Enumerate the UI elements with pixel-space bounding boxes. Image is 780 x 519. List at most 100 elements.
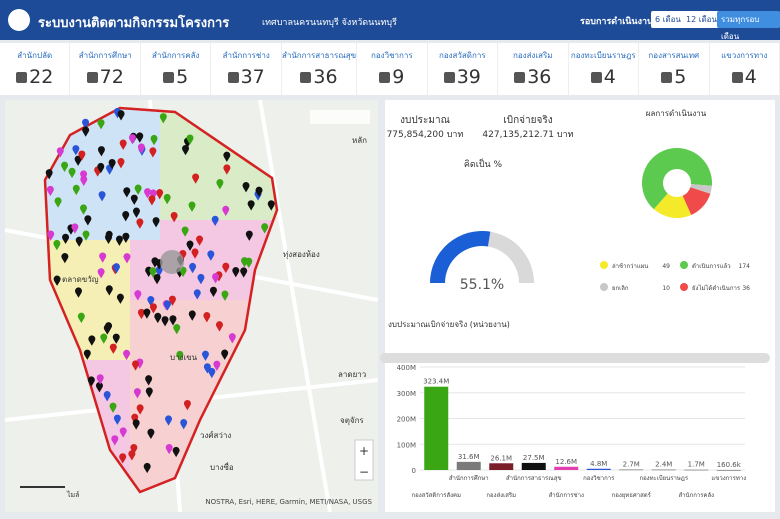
stat-value-box: 5 [639, 66, 708, 88]
stat-icon [227, 72, 239, 83]
map-pin [255, 186, 263, 197]
stat-value: 37 [240, 66, 265, 88]
stat-value: 39 [456, 66, 481, 88]
x-tick-label: สำนักการคลัง [678, 492, 714, 499]
legend-value: 10 [662, 285, 670, 292]
map-pin [112, 333, 120, 344]
map-pin [201, 350, 209, 361]
map-pin [61, 161, 69, 172]
map-pin [82, 230, 90, 241]
pie-slice [641, 147, 712, 210]
pie-slice [690, 184, 712, 194]
map-pin [203, 312, 211, 323]
map-pin [136, 358, 144, 369]
map-pin [83, 349, 91, 360]
legend-value: 36 [742, 285, 750, 292]
stat-icon [86, 72, 98, 83]
legend-label: ยังไม่ได้ดำเนินการ [692, 284, 741, 292]
map-pin [80, 175, 88, 187]
map-pin [117, 110, 125, 121]
stat-label: สำนักการช่าง [222, 51, 270, 60]
map-pin [232, 266, 240, 278]
stat-icon [514, 72, 526, 83]
map-pin [188, 201, 196, 212]
map-pin [97, 162, 105, 174]
map-pin [208, 367, 216, 379]
stat: แขวงการทาง 4 [710, 43, 780, 95]
map-pin [116, 293, 124, 304]
y-tick-label: 400M [397, 364, 416, 372]
map-pin [47, 230, 55, 241]
bar [456, 461, 481, 470]
charts-panel [385, 100, 775, 512]
legend-label: ดำเนินการแล้ว [692, 263, 731, 270]
spent-value: 427,135,212.71 บาท [482, 130, 573, 140]
round-button[interactable]: 12 เดือน [682, 11, 721, 28]
map-pin [109, 343, 117, 354]
map-pin [180, 419, 188, 430]
bar [521, 462, 546, 470]
map-pin [242, 182, 250, 193]
stat: กองวิชาการ 9 [357, 43, 428, 95]
zoom-in[interactable]: + [359, 444, 369, 458]
gauge-title: คิดเป็น % [464, 157, 503, 170]
x-tick-label: กองวิชาการ [583, 475, 615, 482]
map-pin [132, 207, 140, 218]
round-button[interactable]: 6 เดือน [651, 11, 685, 28]
bar-value-label: 12.6M [555, 458, 577, 466]
x-tick-label: สำนักการศึกษา [449, 475, 489, 482]
legend-swatch [680, 261, 688, 269]
pie-title: ผลการดำเนินงาน [646, 109, 707, 118]
bar-title: งบประมาณเบิกจ่ายจริง (หน่วยงาน) [388, 320, 510, 329]
map-tools[interactable] [310, 110, 370, 124]
map-pin [150, 134, 158, 146]
map-cluster [160, 250, 184, 274]
pie-slice [682, 187, 711, 215]
map-pin [203, 363, 211, 374]
map-pin [143, 308, 151, 319]
stat-value-box: 22 [0, 66, 69, 88]
map-pin [144, 188, 152, 199]
map-pin [182, 144, 190, 156]
map-pin [105, 285, 113, 296]
map-pin [108, 158, 116, 170]
stat-value-box: 4 [710, 66, 779, 88]
bar-value-label: 1.7M [688, 461, 705, 469]
map-pin [75, 236, 83, 247]
map-pin [152, 217, 160, 228]
map-pin [132, 360, 140, 371]
map-pin [189, 262, 197, 274]
scale-label: ไมล์ [66, 490, 79, 499]
stat-value-box: 4 [569, 66, 638, 88]
map-pin [136, 218, 144, 229]
map-pin [165, 444, 173, 455]
x-tick-label: กองสวัสดิการสังคม [411, 492, 461, 499]
budget-value: 775,854,200 บาท [387, 130, 464, 140]
map-pin [176, 350, 184, 362]
map-pin [145, 375, 153, 386]
round-button[interactable]: รวมทุกรอบเดือน [717, 11, 780, 41]
map-pin [98, 191, 106, 202]
map-pin [161, 316, 169, 327]
map-pin [103, 324, 111, 335]
stat-value-box: 36 [498, 66, 567, 88]
stat-icon [16, 72, 28, 83]
stat-label: กองทะเบียนราษฎร [570, 51, 636, 60]
stat-icon [300, 72, 312, 83]
map-pin [223, 151, 231, 162]
zoom-out[interactable]: − [359, 465, 369, 479]
map-pin [97, 268, 105, 279]
stat-value-box: 37 [211, 66, 280, 88]
map-pin [211, 215, 219, 227]
map-pin [153, 273, 161, 285]
map-pin [179, 249, 187, 261]
map-pin [113, 107, 121, 119]
stat: สำนักการคลัง 5 [141, 43, 212, 95]
map-pin [117, 158, 125, 169]
zoom-control[interactable] [354, 439, 374, 481]
legend-label: ล่าช้ากว่าแผน [612, 263, 648, 270]
map-pin [207, 250, 215, 261]
bar-value-label: 160.6k [717, 461, 742, 469]
map-pin [241, 257, 249, 268]
legend-swatch [600, 261, 608, 269]
